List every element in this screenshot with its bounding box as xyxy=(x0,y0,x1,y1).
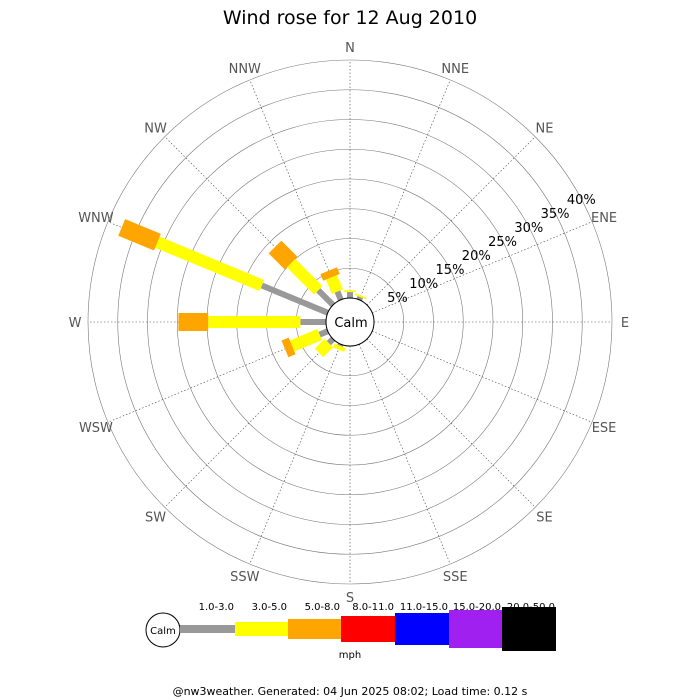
wind-bar-ssw-bin-2 xyxy=(332,343,346,352)
grid-ring xyxy=(87,59,613,585)
legend-bin-label: 20.0-50.0 xyxy=(507,602,555,613)
direction-label-nnw: NNW xyxy=(229,62,261,77)
wind-bar-wnw-bin-1 xyxy=(260,282,329,316)
wind-bar-wsw-bin-2 xyxy=(289,329,322,352)
ring-label: 15% xyxy=(436,263,465,278)
wind-bar-ssw-bin-1 xyxy=(337,343,344,347)
wind-bar-n-bin-1 xyxy=(347,292,353,298)
wind-bar-n-bin-2 xyxy=(344,290,356,293)
legend-bin-label: 8.0-11.0 xyxy=(352,602,394,613)
legend-unit: mph xyxy=(339,650,361,661)
legend-swatch-bin-2 xyxy=(235,622,288,636)
ring-label: 20% xyxy=(462,249,491,264)
direction-label-wsw: WSW xyxy=(79,421,113,436)
wind-bar-nne-bin-2 xyxy=(354,293,367,300)
direction-label-ne: NE xyxy=(535,122,553,137)
direction-label-ssw: SSW xyxy=(230,570,260,585)
wind-bar-wsw-bin-1 xyxy=(318,328,329,338)
direction-label-nne: NNE xyxy=(441,62,469,77)
direction-label-sw: SW xyxy=(145,510,166,525)
direction-label-se: SE xyxy=(536,510,552,525)
ring-label: 25% xyxy=(488,235,517,250)
legend-swatch-bin-4 xyxy=(341,616,395,642)
legend-swatch-bin-5 xyxy=(395,613,449,645)
ring-label: 30% xyxy=(514,221,543,236)
grid-spoke xyxy=(358,344,451,565)
grid-spoke xyxy=(358,79,451,300)
grid-spoke xyxy=(366,136,536,306)
wind-bar-nne-bin-1 xyxy=(356,295,364,301)
ring-label: 35% xyxy=(541,207,570,222)
legend-bin-label: 15.0-20.0 xyxy=(453,602,501,613)
wind-bar-nnw-bin-1 xyxy=(334,290,344,301)
axis-labels: N NNE NE ENE E ESE SE SSE S SSW SW WSW W WNW NW NNW 5%10… xyxy=(69,41,630,606)
grid-spoke xyxy=(372,330,593,423)
wind-bar-nw-bin-2 xyxy=(286,258,323,295)
calm-circle xyxy=(325,297,375,347)
legend-bin-label: 11.0-15.0 xyxy=(400,602,448,613)
grid-spoke xyxy=(372,221,593,314)
legend-bin-label: 3.0-5.0 xyxy=(252,602,287,613)
wind-bar-nnw-bin-2 xyxy=(325,274,343,294)
wind-bar-wnw-bin-3 xyxy=(118,219,161,251)
legend-swatch-bin-1 xyxy=(180,625,235,633)
direction-label-w: W xyxy=(69,316,82,331)
direction-label-e: E xyxy=(621,316,629,331)
footer-text: @nw3weather. Generated: 04 Jun 2025 08:0… xyxy=(173,685,528,698)
ring-label: 10% xyxy=(409,277,438,292)
direction-label-n: N xyxy=(345,41,355,56)
direction-label-nw: NW xyxy=(144,122,167,137)
polar-grid xyxy=(87,59,613,585)
wind-bar-w-bin-1 xyxy=(300,319,326,325)
wind-bars xyxy=(118,219,367,358)
legend-swatch-bin-7 xyxy=(502,607,556,651)
legend-swatch-bin-3 xyxy=(288,619,341,639)
wind-bar-sw-bin-2 xyxy=(314,338,334,358)
grid-ring xyxy=(117,89,583,555)
legend-bin-label: 1.0-3.0 xyxy=(199,602,234,613)
direction-label-s: S xyxy=(346,591,354,606)
direction-label-ene: ENE xyxy=(591,211,617,226)
wind-bar-w-bin-3 xyxy=(178,313,209,331)
legend: Calm mph 1.0-3.0 3.0-5.0 5.0-8.0 8.0-11.0 11… xyxy=(145,602,556,661)
legend-swatch-bin-6 xyxy=(449,610,502,648)
wind-bar-nnw-bin-3 xyxy=(320,267,340,281)
wind-bar-sw-bin-1 xyxy=(326,336,336,346)
direction-label-wnw: WNW xyxy=(78,211,114,226)
grid-spoke xyxy=(249,79,342,300)
ring-label: 5% xyxy=(387,291,408,306)
wind-bar-nw-bin-1 xyxy=(316,288,336,308)
wind-bar-nw-bin-3 xyxy=(268,240,298,270)
direction-label-sse: SSE xyxy=(443,570,468,585)
grid-spoke xyxy=(249,344,342,565)
ring-label: 40% xyxy=(567,193,596,208)
wind-bar-wsw-bin-3 xyxy=(281,337,296,358)
calm-center: Calm xyxy=(325,297,375,347)
grid-ring xyxy=(176,148,524,496)
wind-bar-w-bin-2 xyxy=(208,316,301,328)
chart-title: Wind rose for 12 Aug 2010 xyxy=(223,7,477,29)
calm-label: Calm xyxy=(334,316,367,331)
direction-label-ese: ESE xyxy=(592,421,617,436)
grid-spoke xyxy=(164,338,334,508)
legend-calm-label: Calm xyxy=(150,626,176,637)
wind-bar-wnw-bin-2 xyxy=(155,236,265,292)
grid-spoke xyxy=(366,338,536,508)
legend-bin-label: 5.0-8.0 xyxy=(305,602,340,613)
